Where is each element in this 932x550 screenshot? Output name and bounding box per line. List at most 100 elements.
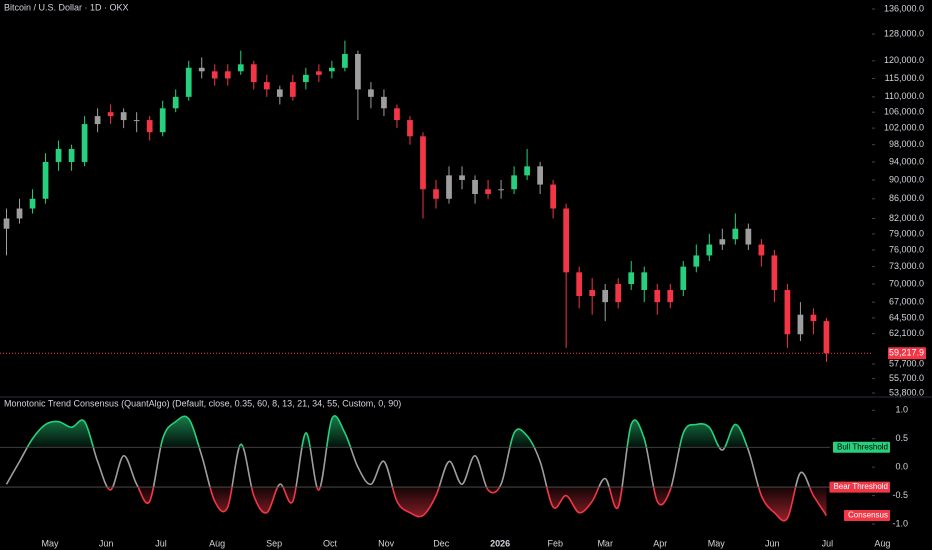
candle-body xyxy=(680,266,687,290)
candle-body xyxy=(29,198,36,209)
x-tick-label: Aug xyxy=(209,538,225,548)
candle-body xyxy=(3,218,10,229)
y-tick-label: 76,000.0 xyxy=(889,244,924,254)
candle-body xyxy=(316,71,322,75)
candle-body xyxy=(602,289,609,303)
candle-body xyxy=(706,244,713,256)
threshold-label-box xyxy=(829,481,890,493)
y-tick-label: 102,000.0 xyxy=(884,122,924,132)
candle-body xyxy=(263,82,270,90)
candle-body xyxy=(94,116,101,125)
y-tick-label: 90,000.0 xyxy=(889,174,924,184)
candle-body xyxy=(55,148,62,162)
x-tick-label: May xyxy=(708,538,726,548)
candle-body xyxy=(224,71,231,79)
bull-fill xyxy=(27,415,748,448)
consensus-label: Consensus xyxy=(848,511,888,520)
candle-body xyxy=(302,74,309,83)
candle-body xyxy=(654,289,661,303)
y-tick-label: 73,000.0 xyxy=(889,261,924,271)
y-tick-label: 86,000.0 xyxy=(889,193,924,203)
y-tick-label: 57,700.0 xyxy=(889,358,924,368)
y-tick-label: 136,000.0 xyxy=(884,3,924,13)
last-price-box xyxy=(888,347,926,360)
x-tick-label: Jun xyxy=(765,538,780,548)
x-tick-label: Mar xyxy=(597,538,613,548)
y-tick-label: 79,000.0 xyxy=(889,228,924,238)
candle-body xyxy=(250,64,257,83)
x-tick-label: Aug xyxy=(874,538,890,548)
y-tick-label: 53,800.0 xyxy=(889,387,924,397)
candle-body xyxy=(472,179,478,194)
candle-body xyxy=(771,255,778,290)
candle-body xyxy=(563,208,570,273)
candle-body xyxy=(289,82,296,97)
candle-body xyxy=(329,67,335,72)
candle-body xyxy=(524,166,530,176)
threshold-label-box xyxy=(833,441,890,453)
candle-body xyxy=(120,112,127,121)
y-tick-label: 98,000.0 xyxy=(889,139,924,149)
candle-body xyxy=(433,189,439,199)
candle-body xyxy=(185,67,192,97)
x-tick-label: Oct xyxy=(323,538,338,548)
y-tick-label: 82,000.0 xyxy=(889,213,924,223)
candle-body xyxy=(16,208,23,219)
y-tick-label: 120,000.0 xyxy=(884,55,924,65)
candle-body xyxy=(719,239,726,245)
candle-body xyxy=(667,289,674,303)
candle-body xyxy=(198,67,205,72)
candle-body xyxy=(550,184,556,209)
candle-body xyxy=(732,228,739,240)
x-tick-label: Feb xyxy=(547,538,563,548)
candle-body xyxy=(146,120,153,133)
candle-body xyxy=(459,175,465,180)
last-price-label: 59,217.9 xyxy=(889,348,924,358)
candle-body xyxy=(107,112,114,117)
candle-body xyxy=(81,124,88,162)
candle-body xyxy=(355,53,361,90)
candle-body xyxy=(641,272,648,290)
x-tick-label: Jul xyxy=(822,538,834,548)
consensus-label-box xyxy=(843,510,890,522)
y-tick-label: 0.5 xyxy=(895,433,908,443)
threshold-label: Bull Threshold xyxy=(837,442,888,451)
candle-body xyxy=(797,314,804,335)
candle-body xyxy=(810,314,817,322)
y-tick-label: 67,000.0 xyxy=(889,297,924,307)
y-tick-label: 64,500.0 xyxy=(889,312,924,322)
candle-body xyxy=(615,284,622,303)
x-tick-label: Sep xyxy=(266,538,282,548)
x-tick-label: Jun xyxy=(99,538,114,548)
candle-body xyxy=(420,136,426,190)
y-tick-label: 0.0 xyxy=(895,462,908,472)
candle-body xyxy=(133,120,140,122)
x-tick-label: Jul xyxy=(155,538,167,548)
candle-body xyxy=(745,228,752,245)
threshold-label: Bear Threshold xyxy=(833,482,888,491)
candle-body xyxy=(758,244,765,256)
candle-body xyxy=(237,64,244,72)
y-tick-label: 128,000.0 xyxy=(884,28,924,38)
candle-body xyxy=(159,108,166,133)
candle-body xyxy=(511,175,517,190)
y-tick-label: 55,700.0 xyxy=(889,373,924,383)
y-tick-label: 94,000.0 xyxy=(889,156,924,166)
candle-body xyxy=(498,189,504,191)
y-tick-label: 70,000.0 xyxy=(889,278,924,288)
x-tick-label: 2026 xyxy=(490,538,510,548)
y-tick-label: 110,000.0 xyxy=(885,91,924,101)
candle-body xyxy=(537,166,543,185)
candle-body xyxy=(342,53,348,68)
candle-body xyxy=(823,321,830,354)
x-tick-label: May xyxy=(41,538,59,548)
indicator-title: Monotonic Trend Consensus (QuantAlgo) (D… xyxy=(4,398,401,408)
candle-body xyxy=(381,96,387,109)
candle-body xyxy=(172,96,179,109)
candle-body xyxy=(42,161,49,199)
y-tick-label: -1.0 xyxy=(892,518,908,528)
candle-body xyxy=(446,175,452,199)
candle-body xyxy=(693,255,700,267)
